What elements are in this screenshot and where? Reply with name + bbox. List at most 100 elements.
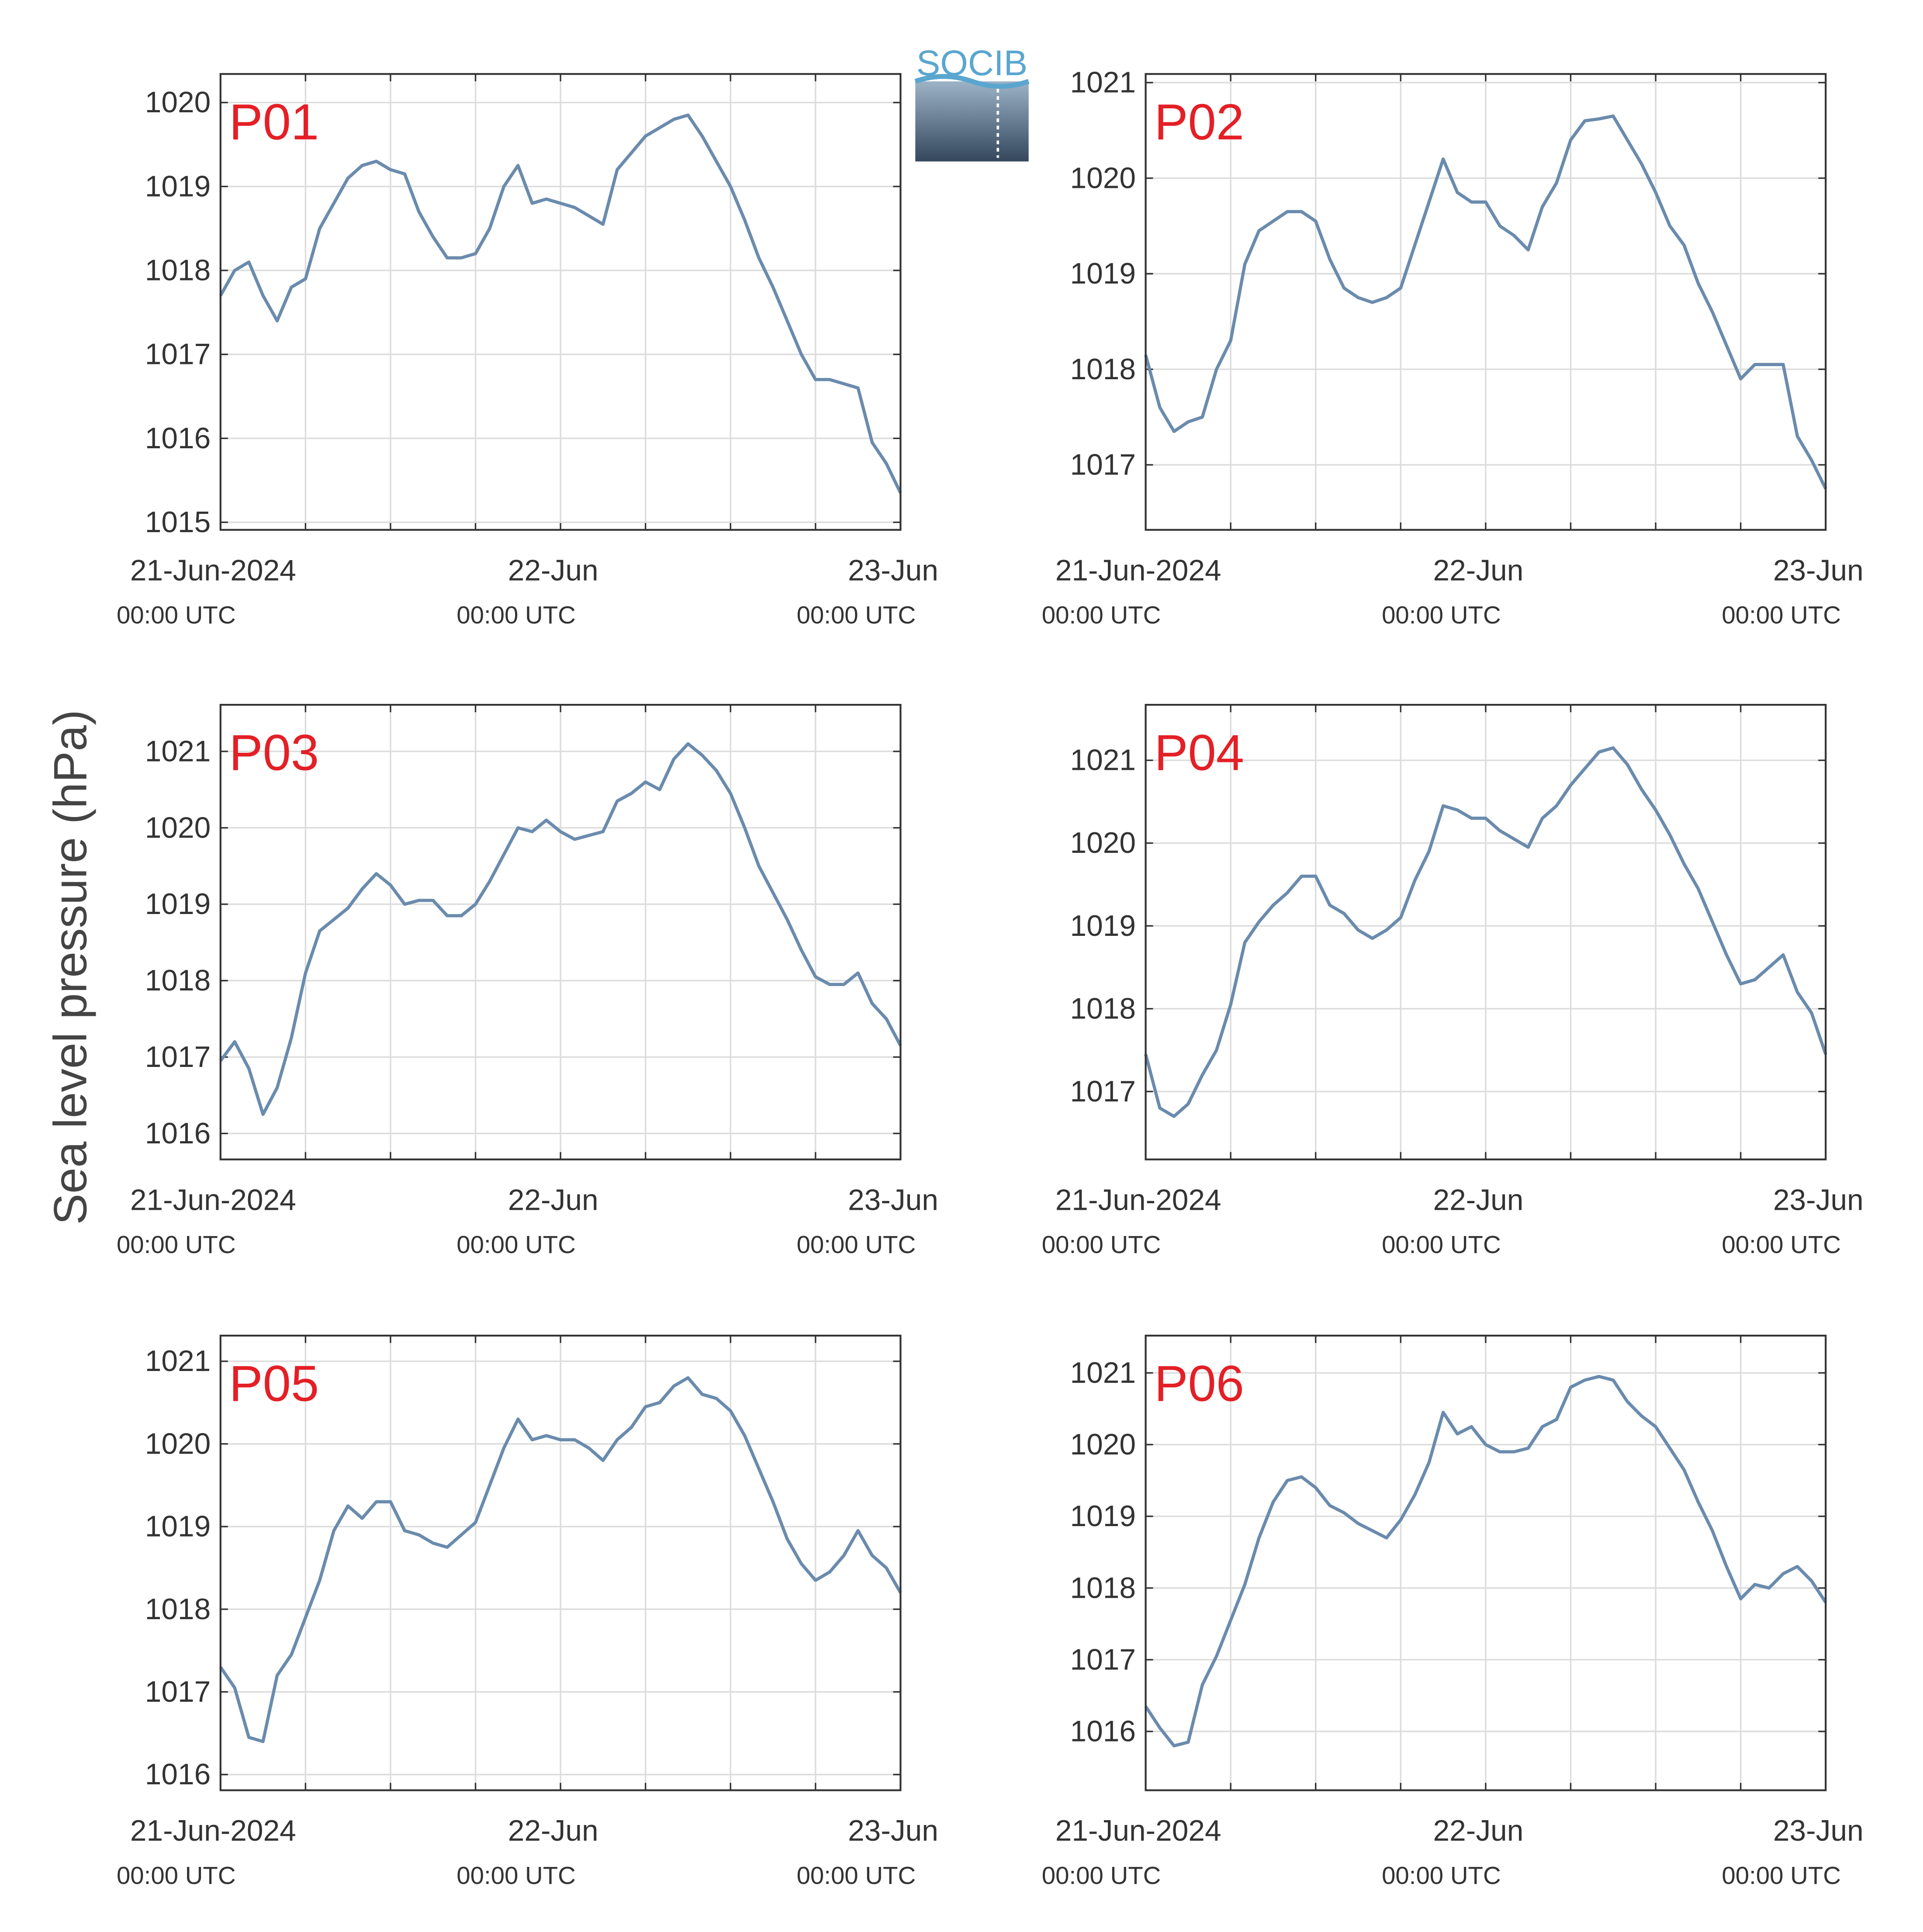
x-tick-sublabel: 00:00 UTC: [1382, 601, 1501, 629]
logo-box: [915, 81, 1029, 162]
x-tick-label: 22-Jun: [508, 1184, 598, 1216]
y-tick-label: 1016: [145, 1758, 211, 1791]
y-tick-label: 1020: [145, 86, 211, 119]
y-tick-label: 1021: [145, 735, 211, 768]
y-tick-label: 1020: [145, 1427, 211, 1460]
panel-title: P06: [1154, 1355, 1244, 1412]
plot-frame: [1145, 704, 1827, 1160]
x-tick-sublabel: 00:00 UTC: [117, 1231, 236, 1258]
y-tick-label: 1018: [1070, 1572, 1136, 1604]
x-tick-sublabel: 00:00 UTC: [117, 1862, 236, 1889]
x-tick-sublabel: 00:00 UTC: [797, 601, 916, 629]
x-tick-label: 23-Jun: [848, 1814, 938, 1847]
panel: 1017 1018 1019 1020 1021 21-Jun-2024 00:00 UTC…: [1042, 66, 1864, 629]
panel-title: P04: [1154, 725, 1244, 781]
data-line: [219, 742, 902, 1116]
x-tick-sublabel: 00:00 UTC: [1382, 1231, 1501, 1258]
x-tick-label: 22-Jun: [1433, 1184, 1524, 1216]
x-tick-label: 23-Jun: [1773, 1814, 1864, 1847]
y-tick-label: 1019: [145, 888, 211, 921]
data-line: [219, 113, 902, 494]
x-tick-sublabel: 00:00 UTC: [1722, 1231, 1841, 1258]
y-tick-label: 1018: [1070, 353, 1136, 386]
x-tick-sublabel: 00:00 UTC: [117, 601, 236, 629]
plot-frame: [219, 73, 902, 531]
data-line: [1144, 746, 1827, 1118]
plot-frame: [1145, 1334, 1827, 1791]
y-tick-label: 1021: [1070, 66, 1136, 99]
panel-title: P05: [229, 1355, 319, 1412]
plot-frame: [219, 1334, 902, 1791]
x-tick-label: 23-Jun: [1773, 1184, 1864, 1216]
x-tick-sublabel: 00:00 UTC: [1042, 1862, 1161, 1889]
x-tick-label: 21-Jun-2024: [130, 1184, 296, 1216]
y-tick-label: 1017: [145, 1676, 211, 1708]
y-tick-label: 1018: [145, 964, 211, 997]
x-tick-label: 23-Jun: [1773, 554, 1864, 587]
x-tick-label: 22-Jun: [1433, 554, 1524, 587]
y-tick-label: 1019: [1070, 257, 1136, 290]
x-tick-label: 21-Jun-2024: [130, 1814, 296, 1847]
x-tick-sublabel: 00:00 UTC: [457, 601, 576, 629]
y-tick-label: 1016: [145, 422, 211, 455]
panel-title: P01: [229, 94, 319, 150]
data-line: [1144, 1375, 1827, 1748]
y-tick-label: 1020: [1070, 1428, 1136, 1461]
y-tick-label: 1016: [1070, 1715, 1136, 1748]
y-tick-label: 1019: [1070, 910, 1136, 942]
logo-text: SOCIB: [917, 43, 1027, 83]
panel: 1015 1016 1017 1018 1019 1020 21-Jun-2024 00:00…: [117, 73, 938, 629]
y-tick-label: 1017: [145, 338, 211, 371]
x-tick-label: 21-Jun-2024: [130, 554, 296, 587]
plot-frame: [219, 704, 902, 1160]
x-tick-label: 23-Jun: [848, 554, 938, 587]
panel: 1016 1017 1018 1019 1020 1021 21-Jun-2024 00:00…: [1042, 1334, 1864, 1889]
y-tick-label: 1019: [1070, 1500, 1136, 1533]
y-tick-label: 1020: [1070, 827, 1136, 859]
y-axis-label: Sea level pressure (hPa): [44, 710, 96, 1225]
panel: 1016 1017 1018 1019 1020 1021 21-Jun-2024 00:00…: [117, 1334, 938, 1889]
y-tick-label: 1018: [1070, 992, 1136, 1025]
x-tick-sublabel: 00:00 UTC: [797, 1862, 916, 1889]
y-tick-label: 1017: [1070, 1075, 1136, 1108]
x-tick-label: 21-Jun-2024: [1055, 1184, 1221, 1216]
x-tick-label: 21-Jun-2024: [1055, 554, 1221, 587]
y-tick-label: 1017: [145, 1041, 211, 1073]
y-tick-label: 1016: [145, 1117, 211, 1150]
panel: 1017 1018 1019 1020 1021 21-Jun-2024 00:00 UTC…: [1042, 704, 1864, 1258]
x-tick-label: 23-Jun: [848, 1184, 938, 1216]
x-tick-sublabel: 00:00 UTC: [1722, 1862, 1841, 1889]
y-tick-label: 1021: [145, 1345, 211, 1378]
x-tick-sublabel: 00:00 UTC: [1042, 601, 1161, 629]
y-tick-label: 1021: [1070, 744, 1136, 777]
y-tick-label: 1019: [145, 170, 211, 203]
y-tick-label: 1017: [1070, 449, 1136, 481]
logo: SOCIB: [914, 43, 1030, 162]
y-tick-label: 1017: [1070, 1643, 1136, 1676]
y-tick-label: 1019: [145, 1510, 211, 1543]
y-tick-label: 1015: [145, 506, 211, 539]
y-tick-label: 1020: [145, 811, 211, 844]
y-tick-label: 1021: [1070, 1357, 1136, 1389]
x-tick-sublabel: 00:00 UTC: [797, 1231, 916, 1258]
x-tick-label: 21-Jun-2024: [1055, 1814, 1221, 1847]
x-tick-sublabel: 00:00 UTC: [1722, 601, 1841, 629]
data-line: [1144, 114, 1827, 490]
x-tick-sublabel: 00:00 UTC: [1042, 1231, 1161, 1258]
x-tick-label: 22-Jun: [508, 554, 598, 587]
panel-title: P02: [1154, 94, 1244, 150]
x-tick-sublabel: 00:00 UTC: [457, 1231, 576, 1258]
y-tick-label: 1018: [145, 1593, 211, 1626]
logo-wave: [914, 74, 1030, 89]
y-tick-label: 1020: [1070, 162, 1136, 194]
panel: 1016 1017 1018 1019 1020 1021 21-Jun-2024 00:00…: [117, 704, 938, 1258]
x-tick-label: 22-Jun: [1433, 1814, 1524, 1847]
x-tick-sublabel: 00:00 UTC: [1382, 1862, 1501, 1889]
data-line: [219, 1376, 902, 1743]
x-tick-sublabel: 00:00 UTC: [457, 1862, 576, 1889]
y-tick-label: 1018: [145, 254, 211, 287]
panel-title: P03: [229, 725, 319, 781]
plot-frame: [1145, 73, 1827, 531]
x-tick-label: 22-Jun: [508, 1814, 598, 1847]
